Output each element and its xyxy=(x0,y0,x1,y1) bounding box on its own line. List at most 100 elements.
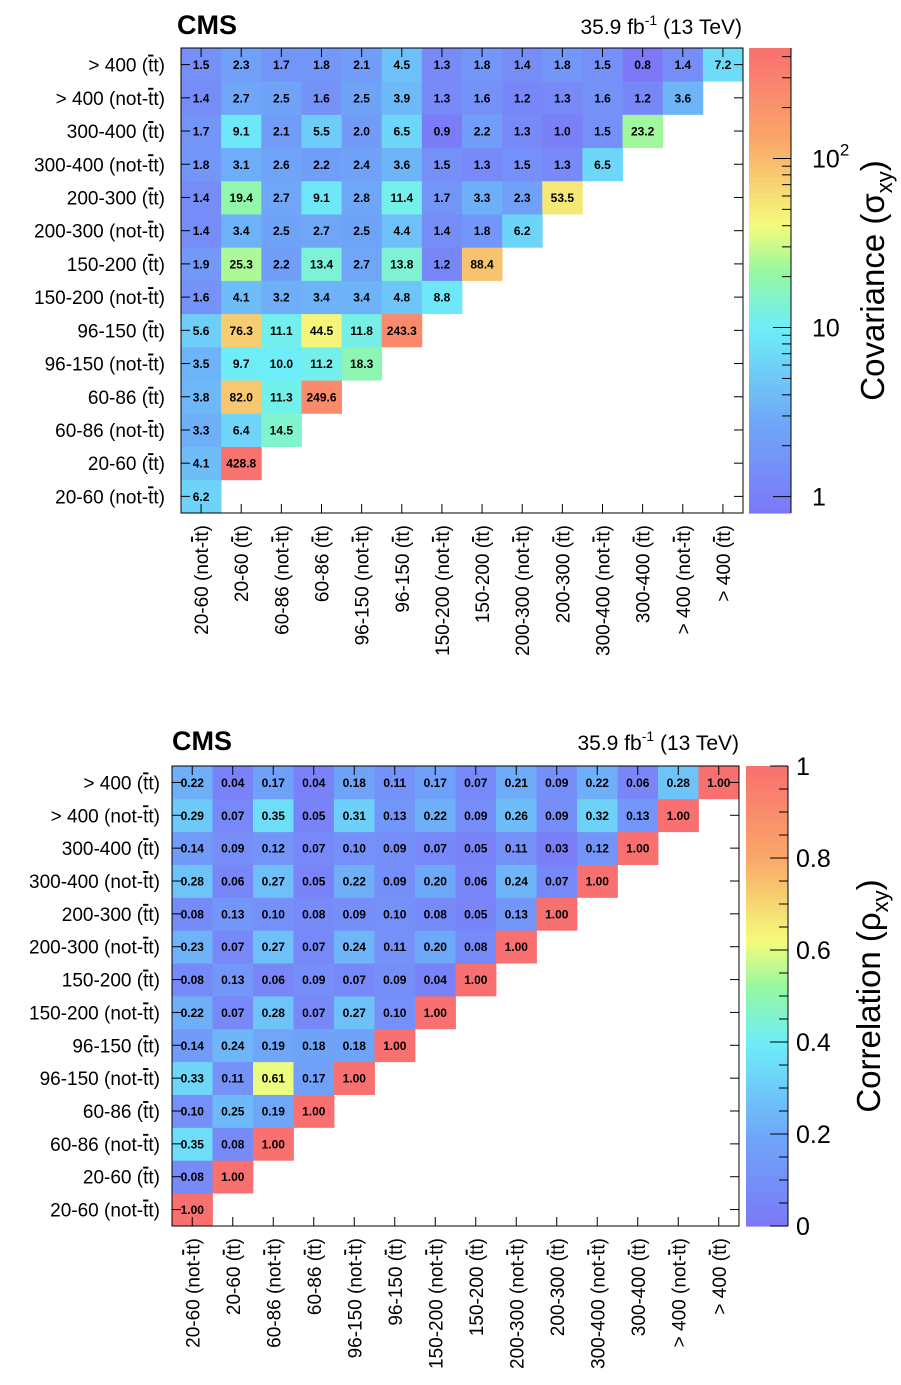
matrix-cell xyxy=(301,147,342,182)
cell-value: 19.4 xyxy=(230,191,254,205)
matrix-cell xyxy=(301,280,342,315)
cell-value: 3.9 xyxy=(393,91,410,105)
matrix-cell xyxy=(212,963,254,997)
color-bar-segment xyxy=(746,1067,788,1074)
color-bar-segment xyxy=(749,373,791,380)
y-category-label: > 400 (tt) xyxy=(83,773,160,794)
x-category-label: 300-400 (not-tt) xyxy=(594,525,615,656)
cell-value: 9.1 xyxy=(313,191,330,205)
color-bar-segment xyxy=(746,1098,788,1104)
x-category-label: 96-150 (not-tt) xyxy=(353,525,374,645)
cell-value: 6.2 xyxy=(514,224,531,238)
x-category-label: 96-150 (tt) xyxy=(386,1238,407,1326)
matrix-cell xyxy=(293,864,335,898)
color-bar-segment xyxy=(749,213,791,220)
cell-value: 4.5 xyxy=(393,58,410,72)
y-category-label: 60-86 (tt) xyxy=(83,1102,160,1123)
color-bar-segment xyxy=(746,1190,788,1196)
color-bar-segment xyxy=(749,296,791,302)
color-bar-segment xyxy=(746,898,788,905)
color-bar-segment xyxy=(749,99,791,106)
cell-value: 1.2 xyxy=(434,257,451,271)
cell-value: 0.08 xyxy=(181,973,205,987)
matrix-cell xyxy=(212,831,254,865)
color-bar-segment xyxy=(749,275,791,282)
color-bar-segment xyxy=(749,306,791,313)
x-category-label: 300-400 (not-tt) xyxy=(588,1238,609,1369)
cell-value: 1.00 xyxy=(262,1137,286,1151)
cell-value: 0.07 xyxy=(424,842,448,856)
color-bar-segment xyxy=(746,1072,788,1079)
cell-value: 0.18 xyxy=(302,1039,326,1053)
cell-value: 0.09 xyxy=(464,809,488,823)
color-bar-segment xyxy=(746,1123,788,1130)
color-bar-segment xyxy=(746,791,788,798)
color-bar-segment xyxy=(749,79,791,85)
cell-value: 3.6 xyxy=(393,158,410,172)
cell-value: 7.2 xyxy=(715,58,732,72)
matrix-cell xyxy=(381,180,423,215)
color-bar-segment xyxy=(746,985,788,992)
cell-value: 1.3 xyxy=(434,91,451,105)
color-bar-segment xyxy=(749,58,791,65)
color-bar-segment xyxy=(749,280,791,287)
color-bar-segment xyxy=(749,399,791,406)
cell-value: 3.4 xyxy=(353,291,370,305)
color-bar-segment xyxy=(749,68,791,75)
matrix-cell xyxy=(542,81,583,115)
color-bar-segment xyxy=(746,1103,788,1110)
y-category-label: 200-300 (tt) xyxy=(62,905,160,926)
matrix-cell xyxy=(293,798,335,833)
cell-value: 0.09 xyxy=(383,973,407,987)
cell-value: 11.1 xyxy=(270,324,293,338)
matrix-cell xyxy=(462,81,503,115)
cell-value: 1.00 xyxy=(302,1105,326,1119)
color-bar-segment xyxy=(749,311,791,318)
cell-value: 1.00 xyxy=(707,776,731,790)
y-axis-labels: 20-60 (not-tt) 20-60 (tt) 60-86 (not-tt) 60… xyxy=(29,773,160,1221)
matrix-cell xyxy=(577,798,618,833)
x-category-label: 20-60 (not-tt) xyxy=(192,525,213,635)
color-bar-segment xyxy=(746,837,788,844)
color-bar-segment xyxy=(746,812,788,818)
matrix-cell xyxy=(293,897,335,931)
color-bar-segment xyxy=(746,893,788,900)
cell-value: 1.7 xyxy=(193,125,210,139)
cell-value: 1.4 xyxy=(193,91,210,105)
cell-value: 1.00 xyxy=(383,1039,407,1053)
color-bar-segment xyxy=(746,832,788,839)
cell-value: 0.10 xyxy=(343,842,367,856)
color-bar-segment xyxy=(746,806,788,813)
color-bar-segment xyxy=(749,223,791,230)
correlation-matrix-panel: 1.00 0.08 1.00 0.35 0.08 1.00 0.10 0.25 0.19 1.00… xyxy=(29,726,893,1369)
color-bar: 0 0.2 0.4 0.6 0.8 1 xyxy=(746,753,831,1241)
plot-frame xyxy=(180,47,744,514)
color-bar-segment xyxy=(746,883,788,890)
matrix-cell xyxy=(253,1094,294,1128)
color-bar-segment xyxy=(749,285,791,292)
color-bar-segment xyxy=(749,358,791,364)
matrix-cell xyxy=(293,831,335,865)
color-bar-segment xyxy=(749,471,791,478)
x-category-label: 96-150 (tt) xyxy=(393,525,414,613)
color-bar-segment xyxy=(746,1062,788,1069)
color-bar-segment xyxy=(749,394,791,400)
color-bar-segment xyxy=(746,1200,788,1207)
matrix-cell xyxy=(253,864,294,898)
matrix-cell xyxy=(293,1094,335,1128)
cell-value: 1.7 xyxy=(273,58,290,72)
cell-value: 0.05 xyxy=(302,809,326,823)
y-category-label: 96-150 (not-tt) xyxy=(45,355,165,376)
matrix-cell xyxy=(455,963,497,997)
matrix-cell xyxy=(577,864,618,898)
color-bar-title: Covariance (σxy) xyxy=(854,160,897,400)
y-category-label: > 400 (not-tt) xyxy=(51,806,160,827)
cell-value: 0.19 xyxy=(262,1039,286,1053)
matrix-cell xyxy=(536,798,578,833)
color-bar-segment xyxy=(746,786,788,793)
cell-value: 5.6 xyxy=(193,324,210,338)
color-bar-segment xyxy=(749,115,791,121)
color-bar-segment xyxy=(746,1077,788,1084)
color-bar-segment xyxy=(749,146,791,152)
matrix-cell xyxy=(582,81,623,115)
